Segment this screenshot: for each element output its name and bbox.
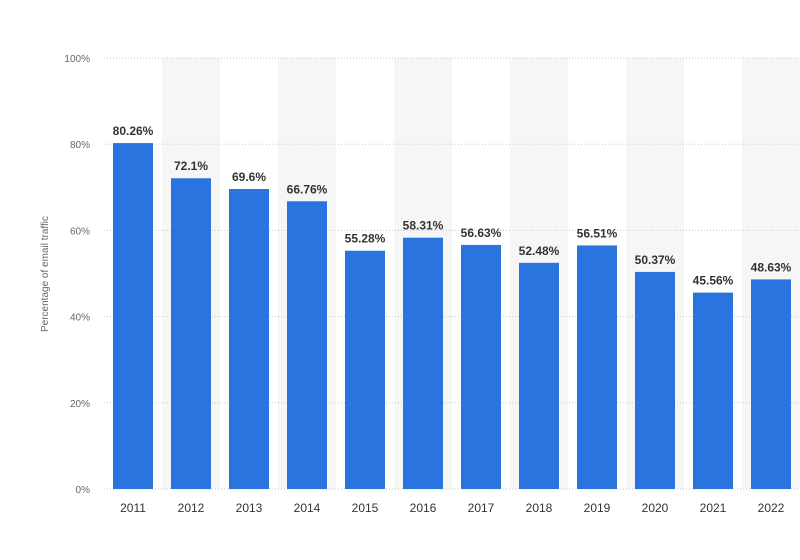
data-label-2013: 69.6%	[232, 170, 266, 184]
y-tick-label: 100%	[64, 54, 90, 65]
x-tick-label-2013: 2013	[236, 501, 263, 515]
bar-2013[interactable]	[229, 189, 269, 490]
x-tick-label-2014: 2014	[294, 501, 321, 515]
data-label-2018: 52.48%	[519, 244, 560, 258]
y-tick-label: 40%	[70, 313, 90, 324]
data-label-2020: 50.37%	[635, 253, 676, 267]
bar-2015[interactable]	[345, 250, 385, 489]
y-axis-ticks: 0% 20% 40% 60% 80% 100%	[64, 54, 90, 496]
data-label-2021: 45.56%	[693, 274, 734, 288]
data-label-2014: 66.76%	[287, 182, 328, 196]
gridlines	[104, 57, 800, 490]
data-label-2011: 80.26%	[113, 124, 154, 138]
bars	[113, 143, 791, 490]
x-tick-label-2020: 2020	[642, 501, 669, 515]
x-tick-label-2021: 2021	[700, 501, 727, 515]
x-tick-label-2011: 2011	[120, 501, 146, 515]
bar-2018[interactable]	[519, 262, 559, 489]
data-label-2012: 72.1%	[174, 159, 208, 173]
x-tick-label-2019: 2019	[584, 501, 611, 515]
data-label-2017: 56.63%	[461, 226, 502, 240]
bar-2014[interactable]	[287, 201, 327, 489]
x-tick-label-2016: 2016	[410, 501, 437, 515]
x-tick-label-2018: 2018	[526, 501, 553, 515]
data-label-2019: 56.51%	[577, 226, 618, 240]
y-tick-label: 0%	[76, 485, 91, 496]
y-tick-label: 20%	[70, 399, 90, 410]
bar-2021[interactable]	[693, 292, 733, 489]
data-label-2016: 58.31%	[403, 219, 444, 233]
y-tick-label: 80%	[70, 140, 90, 151]
data-label-2015: 55.28%	[345, 232, 386, 246]
bar-2017[interactable]	[461, 244, 501, 489]
bar-2011[interactable]	[113, 143, 153, 489]
data-label-2022: 48.63%	[751, 260, 792, 274]
y-tick-label: 60%	[70, 226, 90, 237]
x-tick-label-2015: 2015	[352, 501, 379, 515]
bar-2020[interactable]	[635, 271, 675, 489]
x-tick-label-2022: 2022	[758, 501, 785, 515]
x-tick-label-2017: 2017	[468, 501, 495, 515]
bar-2012[interactable]	[171, 178, 211, 489]
bar-2016[interactable]	[403, 237, 443, 489]
bar-2019[interactable]	[577, 245, 617, 489]
y-axis-label: Percentage of email traffic	[40, 216, 51, 332]
x-tick-label-2012: 2012	[178, 501, 205, 515]
data-labels: 80.26% 72.1% 69.6% 66.76% 55.28% 58.31% 56.63%…	[113, 124, 792, 288]
bar-2022[interactable]	[751, 279, 791, 489]
x-axis-ticks: 2011 2012 2013 2014 2015 2016 2017 2018 2019 2020…	[120, 501, 785, 515]
